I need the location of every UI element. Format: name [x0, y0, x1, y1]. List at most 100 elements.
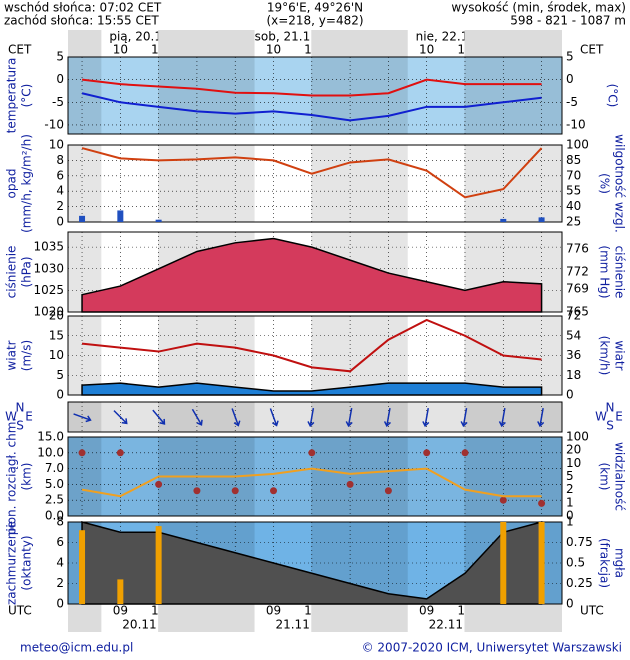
panel-background	[67, 144, 563, 223]
y2-label: ciśnienie	[613, 246, 627, 299]
y-tick-label: 6	[56, 535, 64, 549]
wind-arrow	[498, 408, 506, 428]
dot	[423, 449, 431, 457]
y2-tick-label: 0.5	[566, 556, 585, 570]
bar	[538, 522, 545, 604]
grid-point: (x=218, y=482)	[266, 14, 363, 28]
dot	[308, 449, 316, 457]
cet-label: CET	[580, 43, 604, 57]
night-band	[311, 437, 408, 516]
y2-label: mgła	[613, 548, 627, 578]
y-label: opad	[5, 169, 19, 199]
y2-label: widzialność	[613, 442, 627, 511]
y2-label: wilgotność wzgl.	[613, 134, 627, 233]
day-label: sob, 21.11	[255, 30, 318, 44]
night-band	[464, 145, 562, 222]
y2-tick-label: 0	[566, 72, 574, 86]
dot	[538, 499, 546, 507]
y2-label: (mm Hg)	[598, 245, 612, 298]
y2-tick-label: 0	[566, 509, 574, 523]
dot	[346, 480, 354, 488]
night-band	[464, 30, 562, 58]
y2-tick-label: 5	[566, 469, 574, 483]
panel-background	[67, 401, 563, 433]
y2-tick-label: 100	[566, 138, 589, 152]
coords: 19°6'E, 49°26'N	[267, 1, 363, 15]
dot	[78, 449, 86, 457]
utc-label: UTC	[580, 604, 604, 618]
dot	[270, 487, 278, 495]
compass: N	[606, 401, 615, 415]
compass: E	[615, 410, 623, 424]
day-label: pią, 20.11	[109, 30, 169, 44]
night-band	[68, 145, 102, 222]
night-band	[464, 402, 562, 432]
y2-label: (km/h)	[598, 336, 612, 376]
y-tick-label: 4	[56, 556, 64, 570]
wind-arrow	[460, 408, 468, 428]
y-label: ciśnienie	[5, 246, 19, 299]
compass: E	[25, 410, 33, 424]
elevation-title: wysokość (min, środek, max)	[451, 1, 626, 15]
y2-tick-label: -5	[566, 95, 578, 109]
y-tick-label: 7.0	[45, 461, 64, 475]
y-tick-label: -10	[44, 117, 64, 131]
email[interactable]: meteo@icm.edu.pl	[20, 641, 133, 655]
dot	[384, 487, 392, 495]
bar	[155, 526, 162, 604]
bar	[538, 217, 545, 222]
night-band	[68, 402, 102, 432]
dot	[231, 487, 239, 495]
wind-arrow	[191, 408, 203, 426]
series-line	[81, 147, 543, 199]
y-tick-label: 2	[56, 199, 64, 213]
y-tick-label: 5	[56, 368, 64, 382]
y2-tick-label: 85	[566, 153, 581, 167]
y-tick-label: 0.0	[45, 509, 64, 523]
y-label: zachmurzenie	[5, 521, 19, 605]
y2-tick-label: 1	[566, 515, 574, 529]
compass: W	[595, 410, 607, 424]
night-band	[464, 437, 562, 516]
y2-tick-label: 0	[566, 597, 574, 611]
y-tick-label: 2	[56, 576, 64, 590]
y-label: (km)	[20, 462, 34, 490]
y2-tick-label: 100	[566, 430, 589, 444]
bar	[500, 218, 507, 222]
y-tick-label: 2.5	[45, 493, 64, 507]
series-line	[81, 92, 542, 122]
night-band	[68, 30, 102, 58]
dot	[193, 487, 201, 495]
bar	[500, 522, 507, 604]
wind-arrow	[269, 408, 279, 427]
y2-tick-label: 2	[566, 482, 574, 496]
y-label: (hPa)	[20, 256, 34, 287]
series-line	[81, 318, 542, 373]
series-area	[81, 237, 543, 313]
compass: S	[16, 419, 24, 433]
wind-arrow	[73, 413, 92, 423]
bar	[79, 215, 86, 222]
bar	[155, 219, 162, 222]
y-label: wiatr	[5, 340, 19, 370]
night-band	[311, 402, 408, 432]
series-line	[81, 78, 542, 97]
y2-tick-label: -10	[566, 117, 586, 131]
night-band	[158, 402, 255, 432]
y-tick-label: 4	[56, 184, 64, 198]
series-line	[81, 467, 542, 498]
night-band	[68, 604, 102, 632]
night-band	[158, 604, 255, 632]
night-band	[464, 604, 562, 632]
wind-arrow	[152, 409, 166, 425]
y-tick-label: 5	[56, 50, 64, 64]
y-tick-label: -5	[52, 95, 64, 109]
utc-tick-label: 09	[113, 604, 128, 618]
cet-tick-label: 10	[113, 43, 128, 57]
y2-tick-label: 776	[566, 242, 589, 256]
y2-tick-label: 5	[566, 50, 574, 64]
y-tick-label: 0	[56, 388, 64, 402]
series-area	[81, 382, 543, 396]
